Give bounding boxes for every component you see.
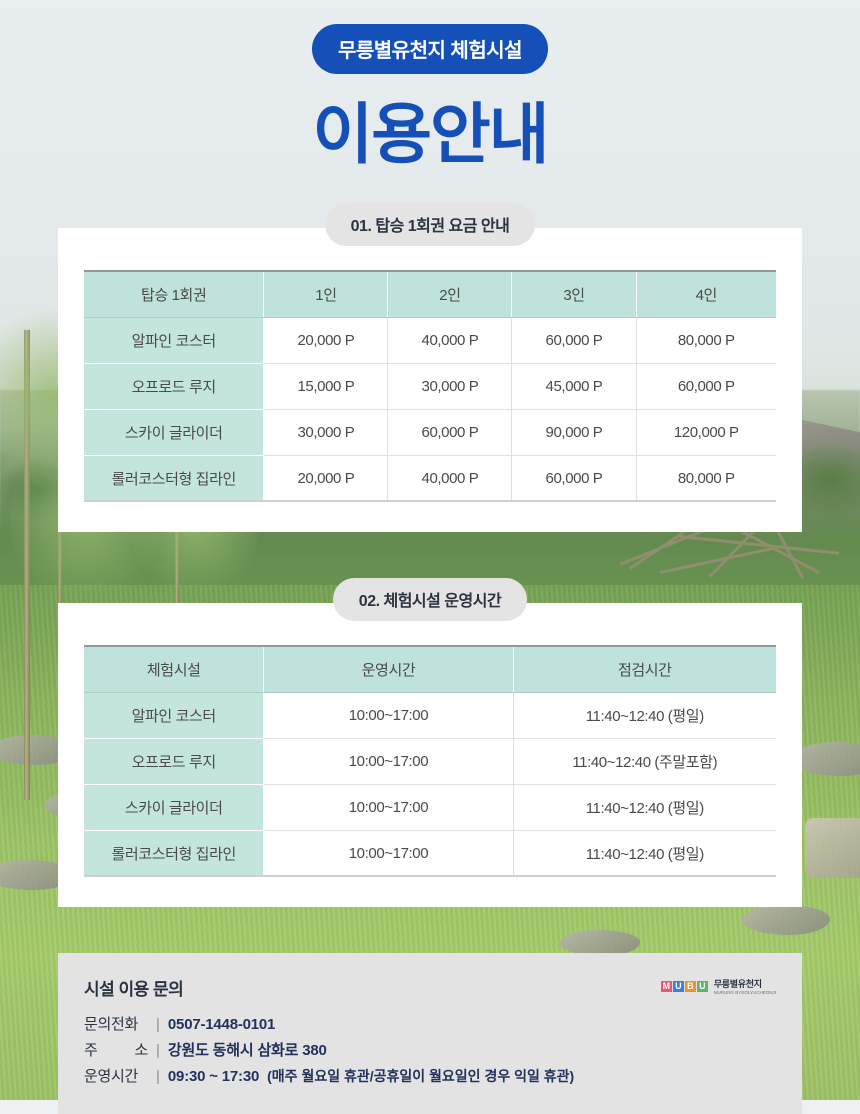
price-cell: 40,000 P bbox=[387, 455, 513, 503]
column-header-3person: 3인 bbox=[511, 270, 637, 318]
price-cell: 60,000 P bbox=[511, 317, 637, 364]
background-stone bbox=[742, 905, 830, 935]
column-header-operating: 운영시간 bbox=[263, 645, 514, 693]
price-cell: 60,000 P bbox=[636, 363, 776, 410]
column-header-ticket: 탑승 1회권 bbox=[84, 270, 265, 318]
separator-icon: | bbox=[156, 1016, 160, 1034]
price-cell: 60,000 P bbox=[511, 455, 637, 503]
contact-address-label-b: 소 bbox=[134, 1042, 148, 1060]
price-cell: 20,000 P bbox=[263, 317, 389, 364]
contact-address-value: 강원도 동해시 삼화로 380 bbox=[167, 1042, 327, 1060]
logo-letter-u2: U bbox=[696, 980, 708, 992]
column-header-2person: 2인 bbox=[387, 270, 513, 318]
row-label: 알파인 코스터 bbox=[84, 317, 265, 364]
row-label: 스카이 글라이더 bbox=[84, 784, 265, 831]
contact-panel: 시설 이용 문의 문의전화 | 0507-1448-0101 주 소 | 강원도… bbox=[58, 953, 802, 1114]
contact-hours-value: 09:30 ~ 17:30 bbox=[167, 1067, 260, 1085]
mubu-logo-mark-icon: M U B U bbox=[660, 980, 708, 992]
price-cell: 30,000 P bbox=[387, 363, 513, 410]
pricing-table-head: 탑승 1회권 1인 2인 3인 4인 bbox=[84, 270, 776, 318]
price-cell: 20,000 P bbox=[263, 455, 389, 503]
page-title: 이용안내 bbox=[312, 97, 550, 171]
price-cell: 45,000 P bbox=[511, 363, 637, 410]
mubu-logo: M U B U 무릉별유천지 MURUNG BYEOLYUCHEONJI bbox=[660, 977, 776, 995]
section-pricing: 01. 탑승 1회권 요금 안내 탑승 1회권 1인 2인 3인 4인 알파인 … bbox=[0, 203, 860, 533]
row-label: 스카이 글라이더 bbox=[84, 409, 265, 456]
column-header-inspection: 점검시간 bbox=[513, 645, 776, 693]
operating-hours-cell: 10:00~17:00 bbox=[263, 738, 514, 785]
contact-address-label: 주 소 bbox=[84, 1038, 148, 1064]
logo-letter-b: B bbox=[684, 980, 696, 992]
price-cell: 120,000 P bbox=[636, 409, 776, 456]
separator-icon: | bbox=[156, 1067, 160, 1085]
operating-hours-cell: 10:00~17:00 bbox=[263, 784, 514, 831]
inspection-hours-cell: 11:40~12:40 (평일) bbox=[513, 692, 776, 739]
column-header-1person: 1인 bbox=[263, 270, 389, 318]
price-cell: 90,000 P bbox=[511, 409, 637, 456]
table-row: 스카이 글라이더 10:00~17:00 11:40~12:40 (평일) bbox=[84, 784, 776, 831]
contact-address-label-a: 주 bbox=[84, 1042, 98, 1060]
table-row: 오프로드 루지 10:00~17:00 11:40~12:40 (주말포함) bbox=[84, 738, 776, 785]
section-pricing-title: 01. 탑승 1회권 요금 안내 bbox=[324, 203, 536, 247]
section-hours-pill-wrap: 02. 체험시설 운영시간 bbox=[0, 578, 860, 622]
background-stone bbox=[805, 818, 860, 878]
price-cell: 80,000 P bbox=[636, 455, 776, 503]
section-pricing-card: 탑승 1회권 1인 2인 3인 4인 알파인 코스터 20,000 P 40,0… bbox=[58, 228, 802, 533]
table-row: 알파인 코스터 20,000 P 40,000 P 60,000 P 80,00… bbox=[84, 317, 776, 364]
column-header-4person: 4인 bbox=[636, 270, 776, 318]
table-row: 알파인 코스터 10:00~17:00 11:40~12:40 (평일) bbox=[84, 692, 776, 739]
hours-table-head: 체험시설 운영시간 점검시간 bbox=[84, 645, 776, 693]
logo-name: 무릉별유천지 bbox=[713, 979, 762, 990]
row-label: 롤러코스터형 집라인 bbox=[84, 830, 265, 878]
inspection-hours-cell: 11:40~12:40 (평일) bbox=[513, 784, 776, 831]
operating-hours-cell: 10:00~17:00 bbox=[263, 830, 514, 878]
table-row: 롤러코스터형 집라인 20,000 P 40,000 P 60,000 P 80… bbox=[84, 455, 776, 503]
contact-title: 시설 이용 문의 bbox=[84, 980, 184, 1000]
price-cell: 80,000 P bbox=[636, 317, 776, 364]
row-label: 오프로드 루지 bbox=[84, 738, 265, 785]
contact-phone-label: 문의전화 bbox=[84, 1016, 139, 1034]
section-hours-title: 02. 체험시설 운영시간 bbox=[332, 578, 528, 622]
background-stone bbox=[560, 930, 640, 956]
operating-hours-cell: 10:00~17:00 bbox=[263, 692, 514, 739]
hours-table-body: 알파인 코스터 10:00~17:00 11:40~12:40 (평일) 오프로… bbox=[84, 692, 776, 878]
section-hours: 02. 체험시설 운영시간 체험시설 운영시간 점검시간 알파인 코스터 10:… bbox=[0, 578, 860, 908]
poster-header: 무릉별유천지 체험시설 이용안내 bbox=[0, 0, 860, 169]
price-cell: 30,000 P bbox=[263, 409, 389, 456]
pricing-table-body: 알파인 코스터 20,000 P 40,000 P 60,000 P 80,00… bbox=[84, 317, 776, 503]
contact-hours-note: (매주 월요일 휴관/공휴일이 월요일인 경우 익일 휴관) bbox=[267, 1067, 575, 1084]
contact-phone-row: 문의전화 | 0507-1448-0101 bbox=[84, 1012, 574, 1038]
table-header-row: 탑승 1회권 1인 2인 3인 4인 bbox=[84, 270, 776, 318]
table-row: 오프로드 루지 15,000 P 30,000 P 45,000 P 60,00… bbox=[84, 363, 776, 410]
section-pricing-pill-wrap: 01. 탑승 1회권 요금 안내 bbox=[0, 203, 860, 247]
header-badge: 무릉별유천지 체험시설 bbox=[311, 24, 549, 74]
row-label: 오프로드 루지 bbox=[84, 363, 265, 410]
table-row: 롤러코스터형 집라인 10:00~17:00 11:40~12:40 (평일) bbox=[84, 830, 776, 878]
inspection-hours-cell: 11:40~12:40 (주말포함) bbox=[513, 738, 776, 785]
contact-hours-label: 운영시간 bbox=[84, 1067, 139, 1085]
separator-icon: | bbox=[156, 1042, 160, 1060]
logo-letter-m1: M bbox=[660, 980, 672, 992]
contact-info: 시설 이용 문의 문의전화 | 0507-1448-0101 주 소 | 강원도… bbox=[84, 975, 574, 1089]
contact-address-row: 주 소 | 강원도 동해시 삼화로 380 bbox=[84, 1038, 574, 1064]
contact-phone-value[interactable]: 0507-1448-0101 bbox=[167, 1016, 276, 1034]
row-label: 롤러코스터형 집라인 bbox=[84, 455, 265, 503]
table-header-row: 체험시설 운영시간 점검시간 bbox=[84, 645, 776, 693]
price-cell: 60,000 P bbox=[387, 409, 513, 456]
mubu-logo-text: 무릉별유천지 MURUNG BYEOLYUCHEONJI bbox=[714, 977, 776, 995]
logo-subtitle: MURUNG BYEOLYUCHEONJI bbox=[713, 990, 776, 996]
table-row: 스카이 글라이더 30,000 P 60,000 P 90,000 P 120,… bbox=[84, 409, 776, 456]
row-label: 알파인 코스터 bbox=[84, 692, 265, 739]
price-cell: 40,000 P bbox=[387, 317, 513, 364]
contact-hours-row: 운영시간 | 09:30 ~ 17:30 (매주 월요일 휴관/공휴일이 월요일… bbox=[84, 1064, 574, 1090]
column-header-facility: 체험시설 bbox=[84, 645, 265, 693]
inspection-hours-cell: 11:40~12:40 (평일) bbox=[513, 830, 776, 878]
hours-table: 체험시설 운영시간 점검시간 알파인 코스터 10:00~17:00 11:40… bbox=[84, 645, 776, 878]
price-cell: 15,000 P bbox=[263, 363, 389, 410]
logo-letter-u1: U bbox=[672, 980, 684, 992]
pricing-table: 탑승 1회권 1인 2인 3인 4인 알파인 코스터 20,000 P 40,0… bbox=[84, 270, 776, 503]
section-hours-card: 체험시설 운영시간 점검시간 알파인 코스터 10:00~17:00 11:40… bbox=[58, 603, 802, 908]
